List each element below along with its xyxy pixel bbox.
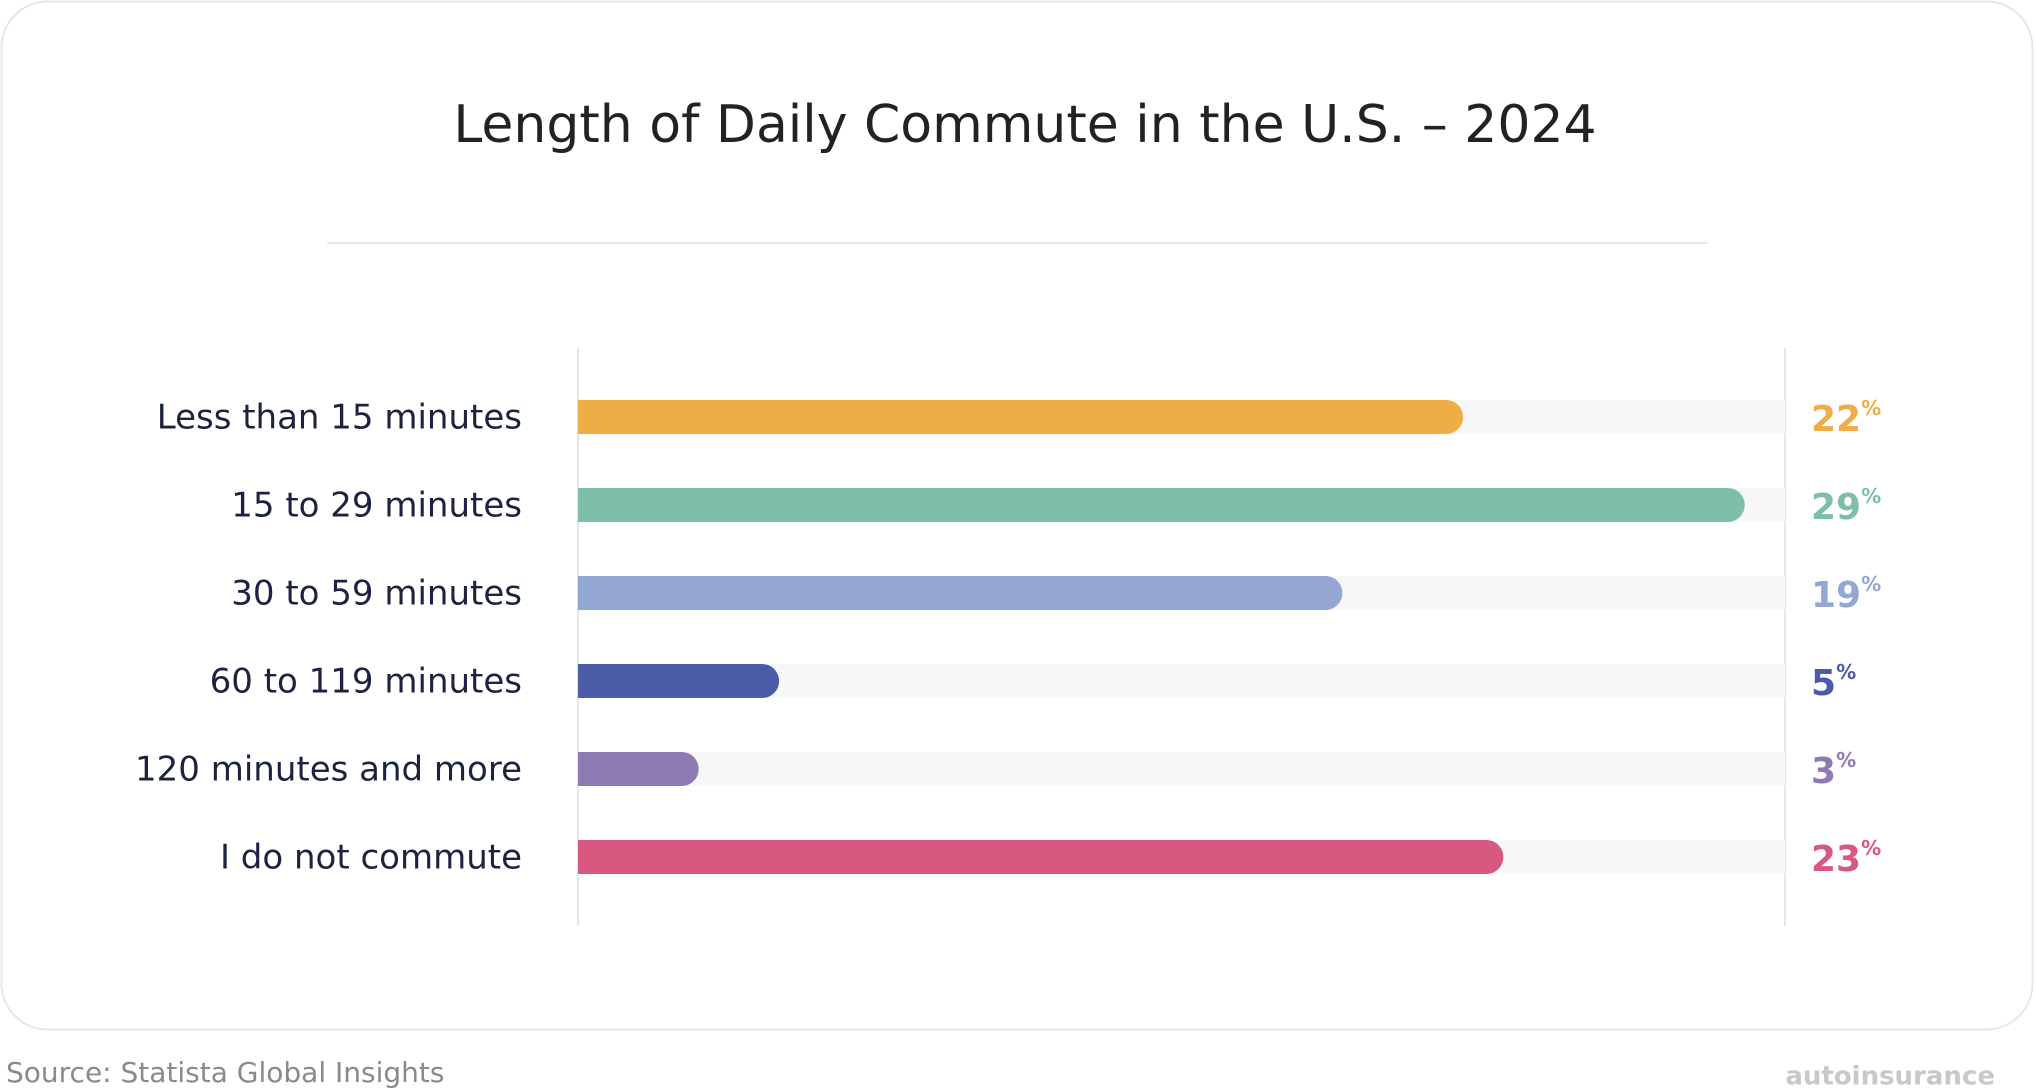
- bar-track: [578, 752, 1785, 786]
- value-label: 5%: [1811, 660, 1856, 705]
- bar: [578, 840, 1504, 874]
- chart-title: Length of Daily Commute in the U.S. – 20…: [453, 95, 1596, 155]
- category-label: 30 to 59 minutes: [231, 574, 522, 614]
- value-label: 23%: [1811, 836, 1881, 881]
- bar: [578, 752, 699, 786]
- category-label: I do not commute: [220, 838, 522, 878]
- bar: [578, 488, 1745, 522]
- category-label: 60 to 119 minutes: [210, 662, 522, 702]
- value-label: 19%: [1811, 572, 1881, 617]
- bar: [578, 664, 780, 698]
- category-label: 15 to 29 minutes: [231, 486, 522, 526]
- value-label: 3%: [1811, 748, 1856, 793]
- brand: autoinsurance: [1785, 1062, 1995, 1089]
- bar: [578, 400, 1464, 434]
- value-label: 29%: [1811, 484, 1881, 529]
- bar: [578, 576, 1343, 610]
- category-label: Less than 15 minutes: [157, 398, 522, 438]
- source: Source: Statista Global Insights: [6, 1056, 444, 1089]
- category-label: 120 minutes and more: [135, 750, 522, 790]
- value-label: 22%: [1811, 396, 1881, 441]
